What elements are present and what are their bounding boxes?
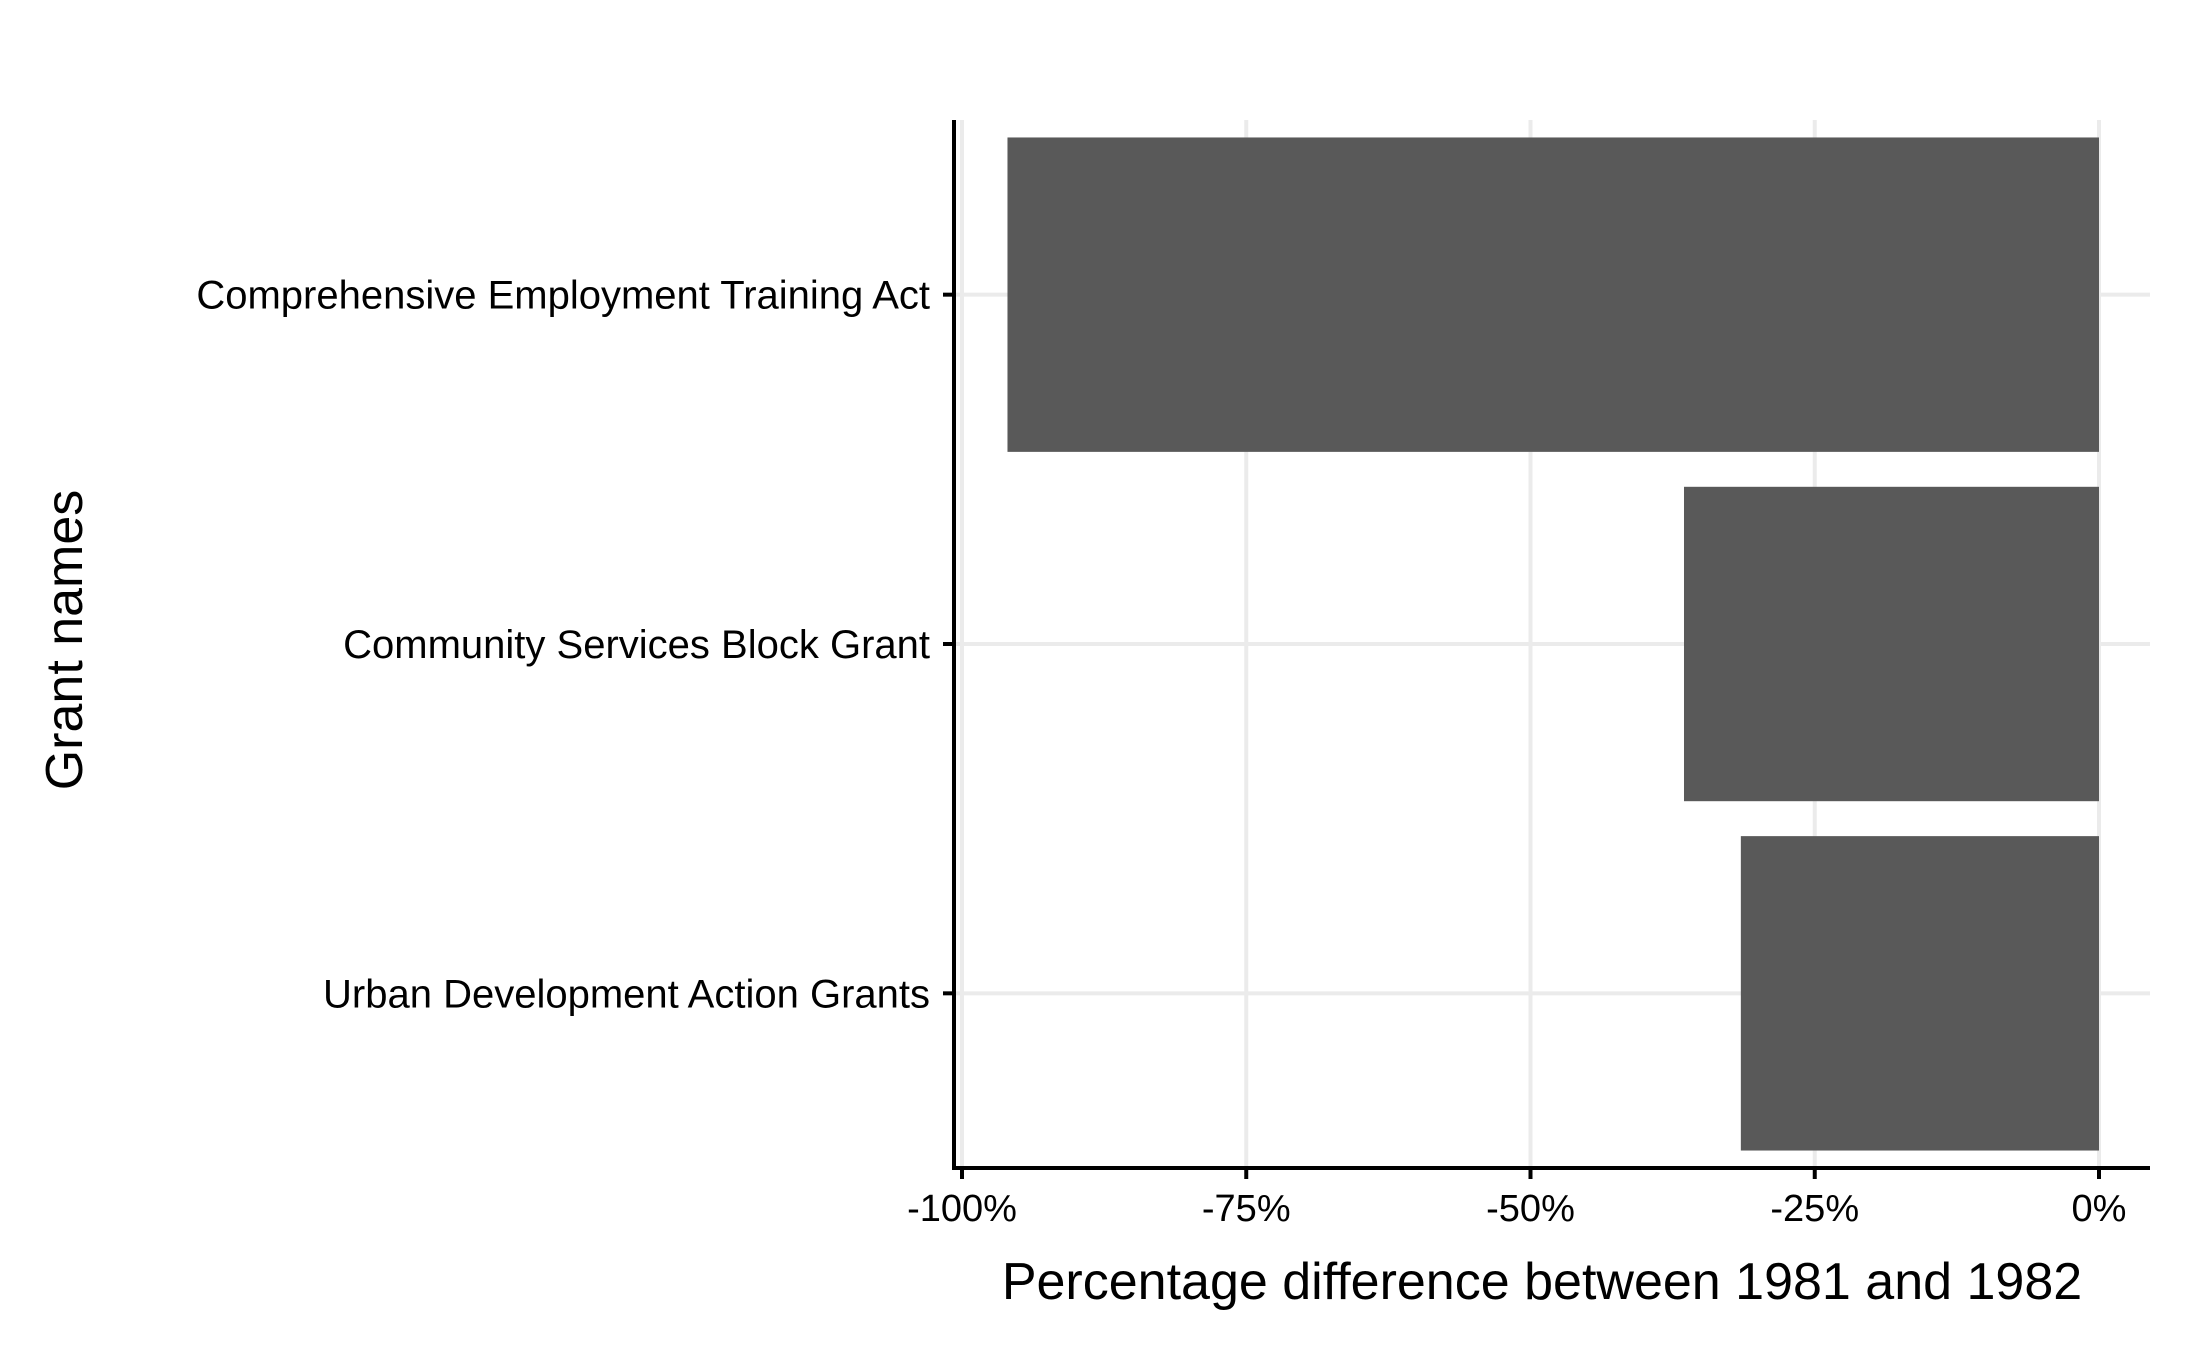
bar — [1740, 836, 2099, 1151]
x-tick-label: -25% — [1770, 1188, 1859, 1230]
x-tick-label: 0% — [2072, 1188, 2127, 1230]
y-axis-title: Grant names — [36, 490, 94, 791]
x-axis-title: Percentage difference between 1981 and 1… — [1002, 1253, 2082, 1311]
axes: -100% -75% -50% -25% 0% Comprehensive Employm… — [196, 120, 2150, 1230]
bar — [1683, 486, 2099, 802]
x-tick-label: -50% — [1486, 1188, 1575, 1230]
x-tick-label: -100% — [907, 1188, 1017, 1230]
bar — [1007, 137, 2099, 452]
y-tick-label: Urban Development Action Grants — [323, 972, 930, 1016]
x-tick-label: -75% — [1202, 1188, 1291, 1230]
bars — [1007, 137, 2099, 1151]
y-tick-label: Comprehensive Employment Training Act — [196, 274, 930, 318]
y-tick-label: Community Services Block Grant — [343, 623, 930, 667]
